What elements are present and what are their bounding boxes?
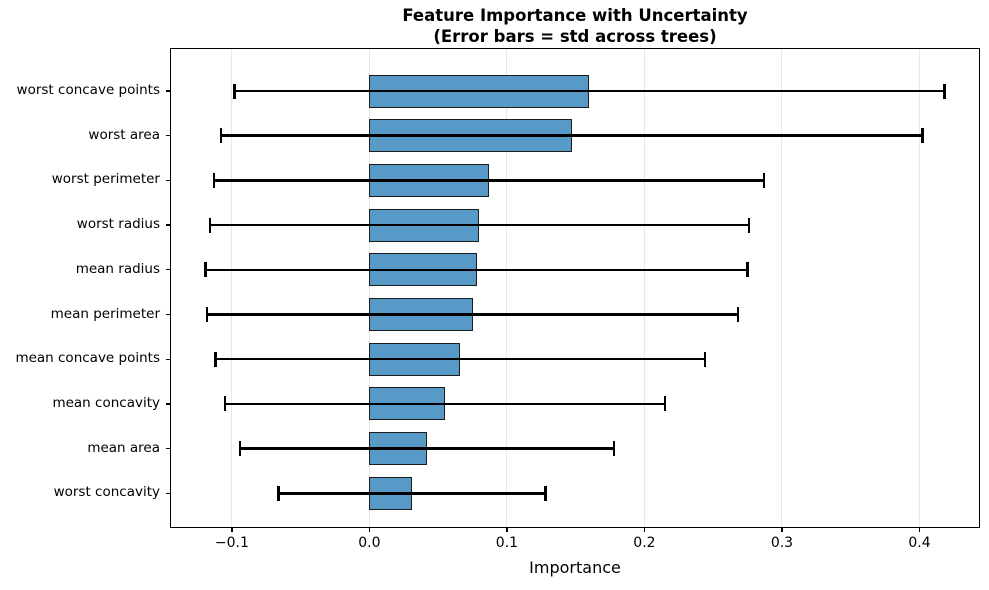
y-tick-mark [166, 403, 170, 405]
x-tick-mark [781, 528, 783, 532]
y-axis-tick-label: mean area [87, 439, 160, 456]
x-axis-label: Importance [529, 558, 621, 577]
x-tick-mark [643, 528, 646, 532]
x-axis-tick-label: 0.1 [495, 535, 519, 551]
error-bar-cap-left [223, 396, 227, 412]
y-tick-mark [166, 179, 170, 182]
gridline [918, 48, 920, 528]
chart-title-line2: (Error bars = std across trees) [433, 27, 717, 46]
error-bar [207, 313, 738, 316]
y-tick-mark [166, 90, 170, 92]
error-bar [220, 134, 923, 137]
y-tick-mark [166, 269, 170, 271]
error-bar-cap-left [204, 262, 208, 278]
error-bar [234, 89, 945, 93]
y-axis-tick-label: mean concave points [15, 350, 160, 367]
error-bar-cap-left [219, 128, 223, 144]
y-axis-tick-label: mean concavity [52, 394, 160, 411]
chart-title: Feature Importance with Uncertainty (Err… [170, 5, 980, 47]
y-tick-mark [166, 447, 170, 450]
error-bar [214, 179, 765, 182]
y-axis-tick-label: worst perimeter [51, 171, 160, 188]
error-bar-cap-left [212, 172, 216, 188]
y-axis-tick-label: worst area [88, 126, 160, 143]
error-bar-cap-left [277, 485, 280, 501]
error-bar-cap-left [238, 441, 242, 457]
x-axis-tick-label: 0.4 [908, 535, 931, 551]
y-tick-mark [166, 224, 170, 226]
x-tick-mark [506, 528, 508, 532]
error-bar-cap-right [544, 485, 547, 501]
error-bar-cap-left [208, 217, 212, 233]
gridline [506, 48, 508, 528]
error-bar-cap-right [703, 351, 707, 367]
y-tick-mark [166, 492, 170, 494]
gridline [643, 48, 645, 528]
error-bar-cap-right [920, 128, 924, 144]
error-bar-cap-right [746, 262, 749, 278]
error-bar [209, 223, 749, 227]
x-axis-tick-label: −0.1 [214, 535, 249, 551]
error-bar-cap-right [942, 83, 946, 99]
x-tick-mark [231, 528, 233, 532]
gridline [781, 48, 783, 528]
x-tick-mark [918, 528, 921, 532]
error-bar [240, 447, 615, 450]
error-bar-cap-right [663, 396, 667, 412]
error-bar [278, 492, 546, 495]
error-bar-cap-left [214, 351, 217, 367]
gridline [368, 48, 370, 528]
error-bar [215, 357, 705, 361]
error-bar-cap-right [747, 217, 751, 233]
error-bar [205, 268, 748, 272]
gridline [231, 48, 233, 528]
y-axis-tick-label: worst radius [76, 216, 160, 233]
plot-frame [170, 48, 980, 528]
error-bar-cap-left [233, 83, 236, 99]
y-tick-mark [166, 135, 170, 137]
chart-title-line1: Feature Importance with Uncertainty [402, 6, 748, 25]
y-tick-mark [166, 313, 170, 316]
y-axis-tick-label: mean perimeter [50, 305, 160, 322]
x-tick-mark [368, 528, 371, 532]
x-axis-tick-label: 0.0 [358, 535, 381, 551]
error-bar-cap-right [736, 307, 740, 322]
y-axis-tick-label: worst concave points [16, 82, 160, 98]
x-axis-tick-label: 0.2 [633, 535, 656, 551]
y-axis-tick-label: mean radius [75, 260, 160, 277]
y-axis-tick-label: worst concavity [53, 484, 160, 501]
error-bar [225, 402, 666, 406]
x-axis-tick-label: 0.3 [770, 535, 794, 551]
y-tick-mark [166, 358, 170, 360]
error-bar-cap-left [205, 307, 209, 322]
error-bar-cap-right [612, 441, 616, 457]
error-bar-cap-right [762, 172, 766, 188]
